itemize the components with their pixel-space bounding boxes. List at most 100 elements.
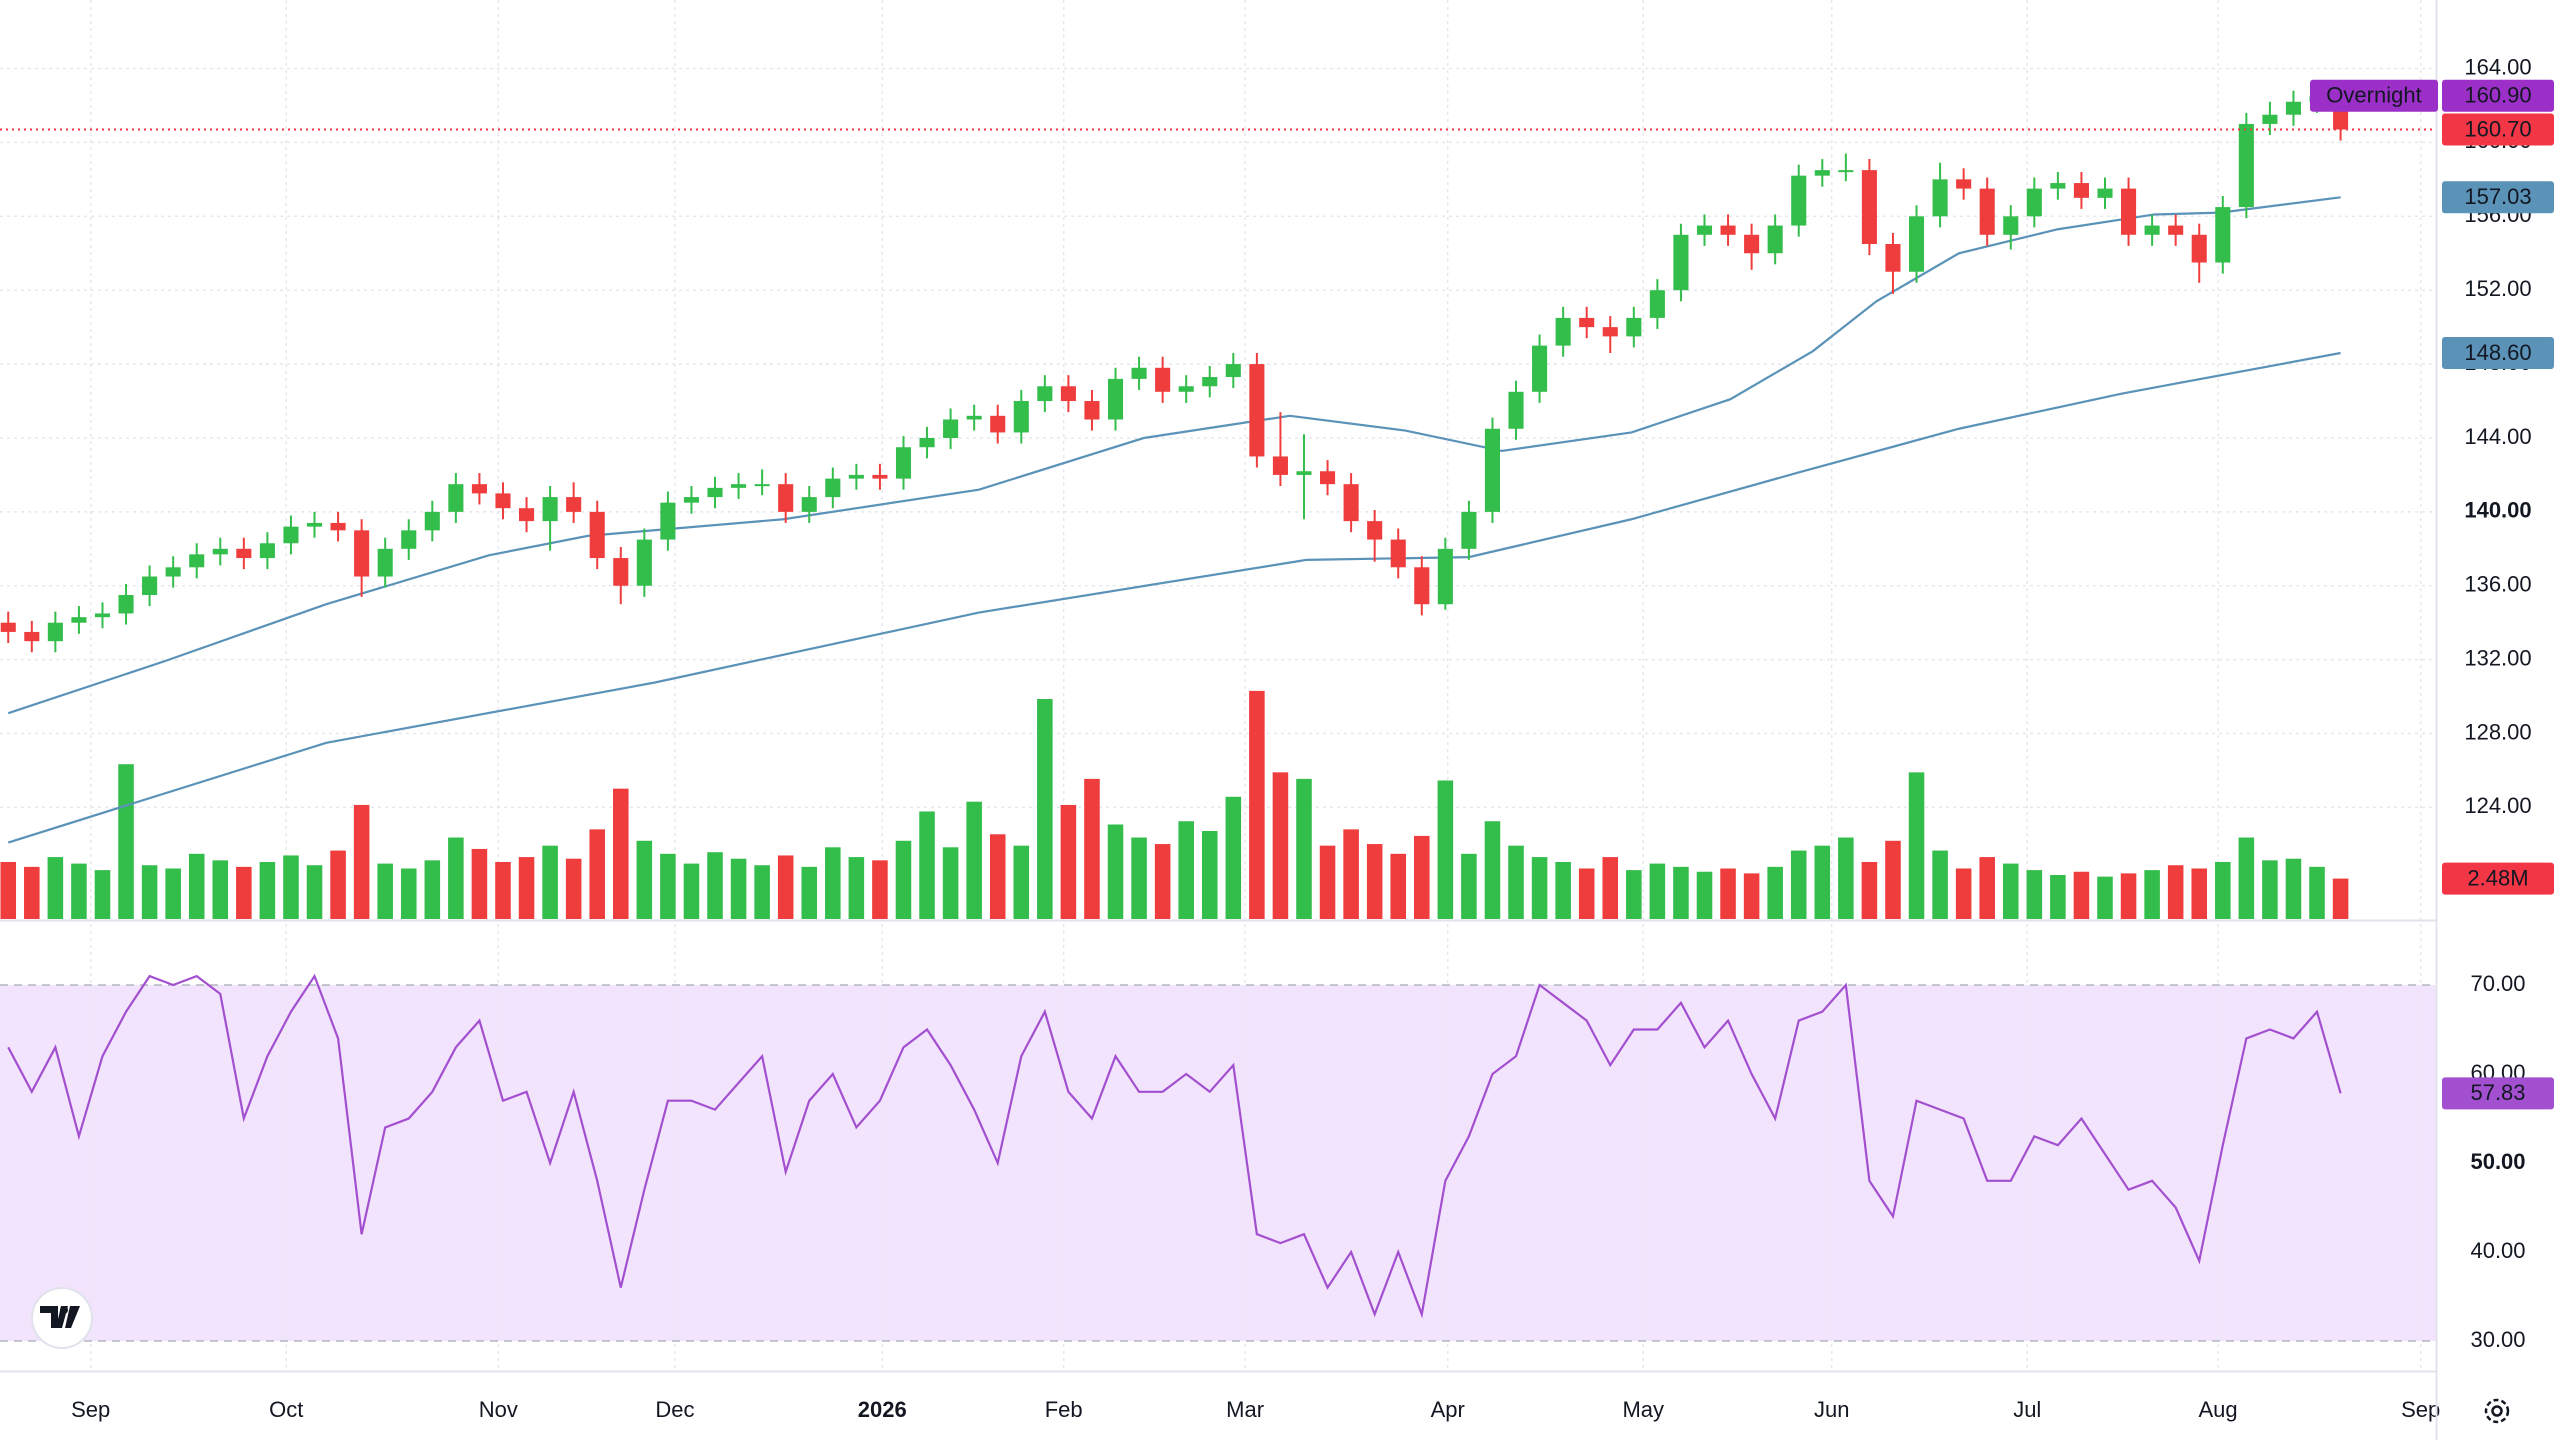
y-tick-label: 152.00 — [2464, 276, 2531, 301]
y-tick-label: 164.00 — [2464, 54, 2531, 79]
volume-bar — [118, 764, 134, 919]
volume-bar — [1131, 837, 1147, 919]
ma-badge-bg — [2442, 181, 2554, 214]
candle-body — [613, 558, 629, 586]
volume-bar — [1885, 840, 1901, 919]
candle-body — [2168, 225, 2184, 235]
volume-bar — [801, 866, 818, 919]
y-tick-label: 124.00 — [2464, 793, 2531, 818]
candle-body — [1579, 317, 1595, 328]
candle-body — [990, 415, 1006, 433]
volume-bar — [1531, 857, 1548, 919]
candle-body — [1272, 456, 1288, 475]
volume-bar — [141, 865, 158, 919]
candle-body — [731, 484, 747, 488]
candle-body — [448, 484, 464, 512]
volume-bar — [1979, 857, 1995, 919]
logo-mark[interactable] — [40, 1306, 80, 1328]
candle-body — [519, 508, 535, 522]
volume-bar — [613, 788, 629, 919]
candle-body — [47, 622, 63, 642]
x-tick-label: 2026 — [858, 1397, 907, 1422]
x-tick-label: Mar — [1226, 1397, 1264, 1422]
volume-bar — [2073, 871, 2090, 919]
volume-bar — [283, 855, 299, 919]
volume-bar — [754, 865, 770, 919]
candle-body — [1838, 170, 1854, 173]
candle-body — [2121, 188, 2137, 235]
candle-body — [2191, 234, 2207, 263]
volume-bar — [707, 852, 723, 919]
candle-body — [1225, 364, 1241, 378]
volume-bar — [1366, 844, 1383, 919]
candle-body — [1744, 234, 1760, 254]
candle-body — [142, 576, 158, 595]
candle-body — [754, 484, 770, 487]
volume-bar — [1673, 866, 1689, 919]
x-tick-label: Jul — [2013, 1397, 2041, 1422]
volume-bar — [2262, 860, 2278, 919]
x-tick-label: Nov — [479, 1397, 518, 1422]
volume-bar — [1343, 829, 1359, 919]
candle-body — [1979, 188, 1995, 235]
volume-bar — [1602, 857, 1619, 919]
ma-badge: 157.03 — [2464, 184, 2531, 209]
overnight-badge-bg — [2442, 79, 2554, 112]
logo-dot[interactable] — [60, 1306, 68, 1314]
candle-body — [424, 511, 440, 531]
overnight-badge: 160.90 — [2464, 83, 2531, 108]
candle-body — [683, 497, 699, 503]
volume-bar — [1013, 845, 1030, 919]
last-price-badge: 160.70 — [2464, 116, 2531, 141]
candle-body — [94, 613, 111, 618]
candle-body — [895, 447, 912, 479]
volume-bar — [1720, 868, 1736, 919]
candle-body — [1767, 225, 1783, 254]
candle-body — [1296, 471, 1312, 475]
y-tick-label: 144.00 — [2464, 424, 2531, 449]
volume-bar — [236, 866, 252, 919]
candle-body — [943, 419, 959, 438]
candle-body — [495, 493, 511, 509]
volume-bar — [825, 847, 841, 919]
candle-body — [825, 478, 841, 498]
volume-bar — [377, 863, 393, 919]
candle-body — [1367, 521, 1383, 540]
volume-bar — [24, 866, 40, 919]
volume-bar — [2050, 875, 2066, 919]
volume-bar — [188, 853, 205, 919]
candle-body — [2073, 183, 2089, 198]
volume-bar — [471, 848, 488, 919]
candle-body — [2262, 114, 2278, 124]
candle-body — [1249, 364, 1265, 457]
candle-body — [1720, 225, 1736, 235]
candle-body — [1202, 377, 1218, 387]
x-tick-label: Dec — [655, 1397, 694, 1422]
candle-body — [1390, 539, 1406, 568]
candle-body — [354, 530, 370, 577]
candle-body — [283, 526, 299, 544]
x-tick-label: Jun — [1814, 1397, 1849, 1422]
y-tick-label: 140.00 — [2464, 498, 2531, 523]
volume-bar — [94, 870, 111, 919]
gear-outer[interactable] — [2484, 1398, 2510, 1424]
settings-icon[interactable] — [2484, 1398, 2510, 1424]
gear-inner[interactable] — [2491, 1405, 2503, 1417]
volume-bar — [1908, 772, 1925, 919]
candle-body — [1037, 386, 1053, 402]
plot-layer: Sep Oct Nov Dec 2026 Feb Mar Apr May Jun Jul Aug Sep… — [0, 0, 2532, 1422]
volume-bar — [1626, 870, 1642, 919]
volume-bar — [1955, 868, 1972, 919]
y-tick-label: 128.00 — [2464, 719, 2531, 744]
volume-bar — [1060, 804, 1077, 919]
logo[interactable] — [31, 1287, 93, 1349]
overnight-name: Overnight — [2326, 83, 2421, 108]
volume-bar — [919, 811, 935, 919]
volume-bar — [330, 850, 346, 919]
volume-bar — [1178, 821, 1194, 919]
volume-bar — [212, 860, 229, 919]
candle-body — [189, 554, 205, 568]
x-tick-label: Oct — [269, 1397, 303, 1422]
candle-body — [1814, 170, 1830, 176]
